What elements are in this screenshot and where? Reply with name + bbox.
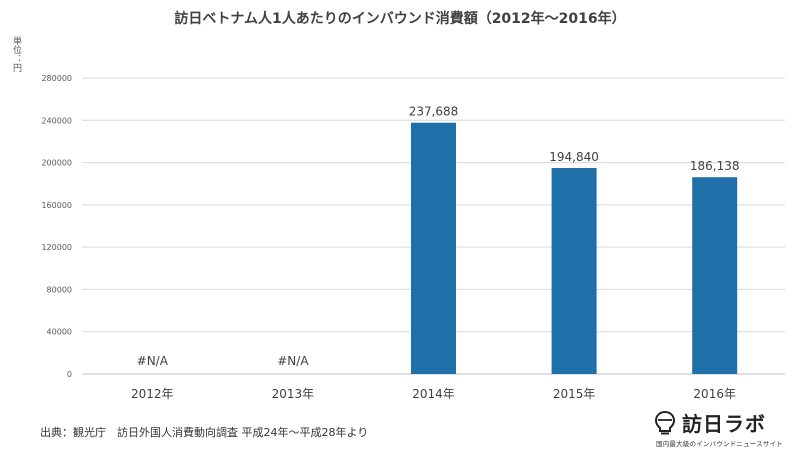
data-label: 194,840 — [549, 150, 599, 164]
source-note: 出典：観光庁 訪日外国人消費動向調査 平成24年～平成28年より — [40, 426, 369, 439]
y-tick-label: 200000 — [41, 159, 72, 168]
bar — [411, 122, 456, 374]
bar-chart: 0 40000 80000 120000 160000 200000 240000 28000… — [41, 74, 785, 401]
brand-tagline: 国内最大級のインバウンドニュースサイト — [656, 440, 783, 448]
data-labels: #N/A #N/A 237,688 194,840 186,138 — [137, 105, 740, 368]
lightbulb-logo-icon — [654, 410, 676, 434]
brand-name: 訪日ラボ — [682, 412, 766, 436]
bars — [411, 122, 738, 374]
y-tick-label: 0 — [67, 370, 72, 379]
x-tick-label: 2015年 — [553, 387, 596, 401]
y-tick-label: 120000 — [41, 243, 72, 252]
data-label: 237,688 — [409, 105, 459, 119]
y-tick-label: 80000 — [47, 285, 72, 294]
x-tick-label: 2014年 — [412, 387, 455, 401]
chart-title: 訪日ベトナム人1人あたりのインバウンド消費額（2012年～2016年） — [174, 11, 626, 27]
y-tick-label: 160000 — [41, 201, 72, 210]
unit-label: 単位：円 — [11, 36, 21, 72]
y-tick-label: 240000 — [41, 116, 72, 125]
x-axis-ticks: 2012年 2013年 2014年 2015年 2016年 — [131, 387, 736, 401]
x-tick-label: 2013年 — [272, 387, 315, 401]
brand: 訪日ラボ 国内最大級のインバウンドニュースサイト — [654, 408, 794, 448]
data-label: #N/A — [277, 354, 309, 368]
x-tick-label: 2012年 — [131, 387, 174, 401]
brand-logo: 訪日ラボ — [654, 408, 766, 437]
x-tick-label: 2016年 — [693, 387, 736, 401]
y-tick-label: 280000 — [41, 74, 72, 83]
y-axis-ticks: 0 40000 80000 120000 160000 200000 240000 28000… — [41, 74, 72, 379]
data-label: 186,138 — [690, 159, 740, 173]
bar — [692, 177, 738, 374]
bar — [551, 168, 597, 374]
y-tick-label: 40000 — [47, 328, 72, 337]
data-label: #N/A — [137, 354, 169, 368]
